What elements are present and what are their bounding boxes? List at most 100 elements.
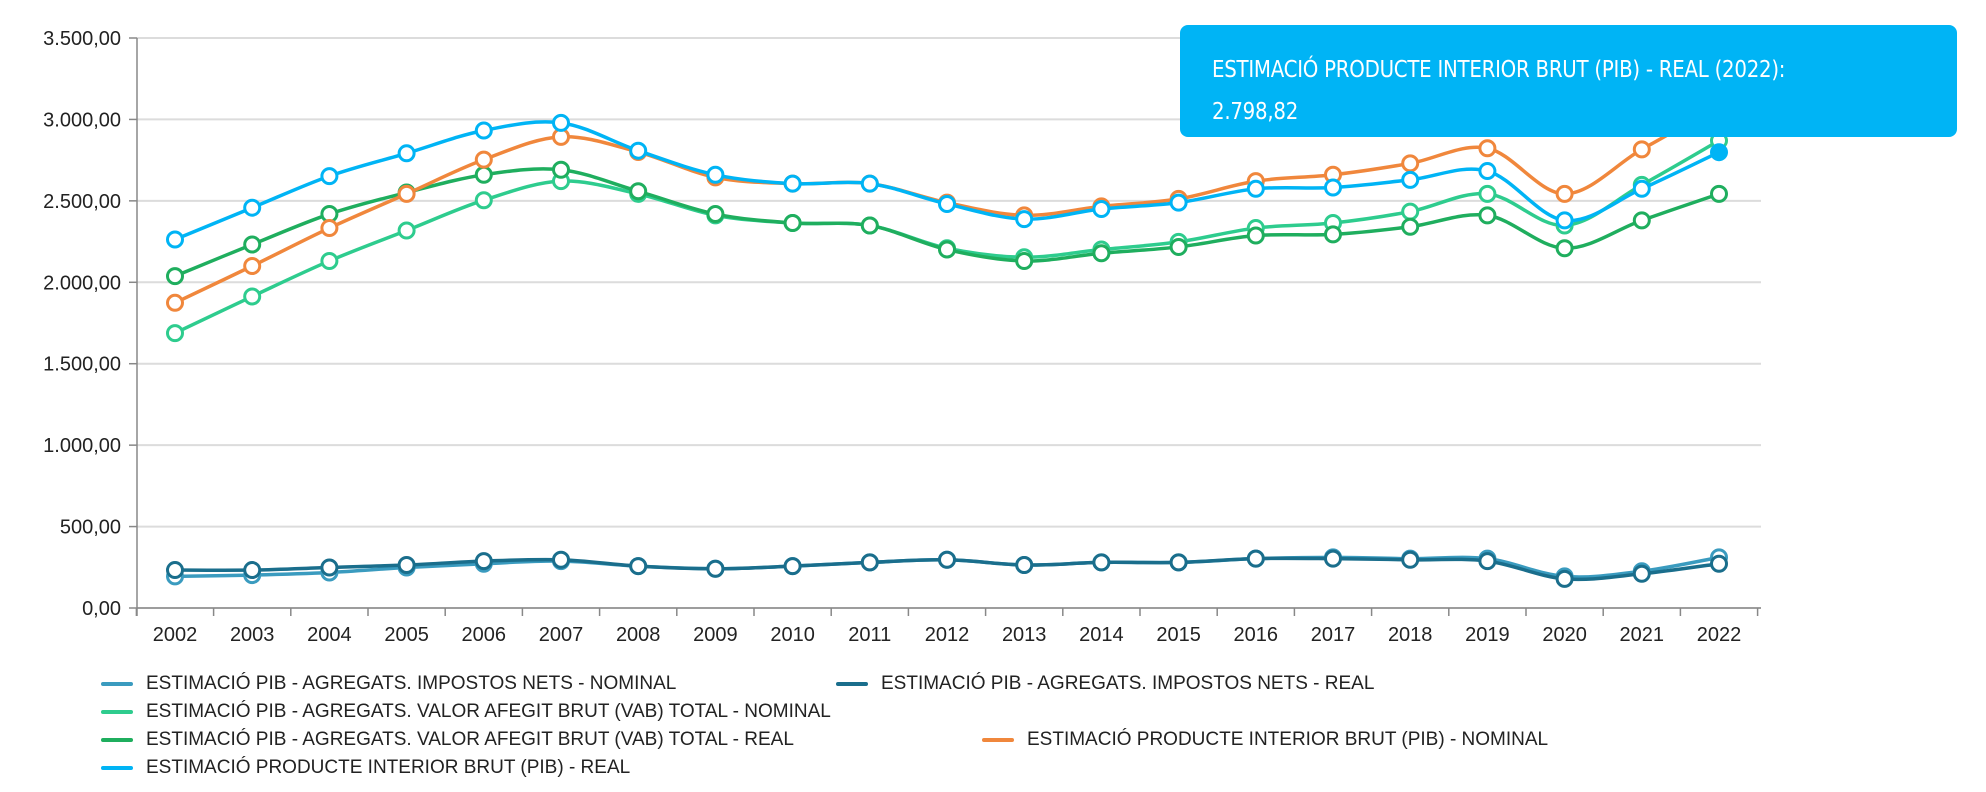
x-tick-label: 2010 [770, 624, 815, 646]
data-point [706, 165, 725, 184]
data-point [706, 559, 725, 578]
x-tick-label: 2016 [1234, 624, 1279, 646]
y-tick-label: 3.000,00 [43, 109, 121, 131]
legend-swatch [836, 682, 868, 686]
data-point [1169, 237, 1188, 256]
x-tick-label: 2017 [1311, 624, 1356, 646]
y-tick-label: 500,00 [60, 517, 121, 539]
legend-swatch [101, 766, 133, 770]
x-tick-label: 2005 [384, 624, 429, 646]
data-point [860, 216, 879, 235]
data-point [1555, 211, 1574, 230]
data-point [938, 550, 956, 569]
data-point [1246, 179, 1265, 198]
y-tick-label: 2.000,00 [43, 272, 121, 294]
data-point [938, 240, 956, 259]
tooltip: ESTIMACIÓ PRODUCTE INTERIOR BRUT (PIB) -… [1180, 25, 1957, 137]
legend-label: ESTIMACIÓ PRODUCTE INTERIOR BRUT (PIB) -… [1027, 729, 1549, 750]
x-tick-label: 2022 [1697, 624, 1742, 646]
data-point [629, 182, 648, 201]
data-point [1401, 170, 1420, 189]
tooltip-label: ESTIMACIÓ PRODUCTE INTERIOR BRUT (PIB) -… [1212, 57, 1786, 83]
data-point [860, 174, 879, 193]
data-point [1092, 244, 1111, 263]
data-point [1555, 569, 1574, 588]
x-tick-label: 2004 [307, 624, 352, 646]
data-point [1169, 553, 1188, 572]
x-tick-label: 2019 [1465, 624, 1510, 646]
data-point [1555, 239, 1574, 258]
data-point [1710, 554, 1728, 573]
legend-item[interactable]: ESTIMACIÓ PIB - AGREGATS. IMPOSTOS NETS … [836, 673, 1374, 695]
data-point [320, 558, 339, 577]
data-point [1478, 139, 1497, 158]
data-point [166, 293, 184, 312]
data-point [629, 141, 648, 160]
x-tick-label: 2021 [1620, 624, 1665, 646]
data-point [1632, 140, 1651, 159]
legend-item[interactable]: ESTIMACIÓ PIB - AGREGATS. VALOR AFEGIT B… [101, 701, 831, 723]
data-point [474, 121, 493, 140]
data-point [1092, 553, 1111, 572]
data-point [474, 150, 493, 169]
legend-item[interactable]: ESTIMACIÓ PIB - AGREGATS. VALOR AFEGIT B… [101, 729, 794, 751]
legend-swatch [101, 710, 133, 714]
x-tick-label: 2007 [539, 624, 584, 646]
x-tick-label: 2011 [848, 624, 891, 646]
data-point [629, 557, 648, 576]
data-point [320, 167, 339, 186]
data-point [474, 552, 493, 571]
highlighted-point [1710, 143, 1728, 162]
data-point [1478, 552, 1497, 571]
data-point [1401, 550, 1420, 569]
data-point [783, 174, 802, 193]
data-point [1246, 549, 1265, 568]
data-point [552, 160, 570, 179]
tooltip-value: 2.798,82 [1212, 99, 1299, 125]
data-point [552, 113, 570, 132]
data-point [1632, 564, 1651, 583]
legend-swatch [982, 738, 1014, 742]
legend-item[interactable]: ESTIMACIÓ PRODUCTE INTERIOR BRUT (PIB) -… [982, 729, 1548, 751]
data-point [397, 144, 416, 163]
legend-item[interactable]: ESTIMACIÓ PIB - AGREGATS. IMPOSTOS NETS … [101, 673, 676, 695]
legend-label: ESTIMACIÓ PRODUCTE INTERIOR BRUT (PIB) -… [146, 757, 631, 778]
data-point [397, 184, 416, 203]
data-point [1555, 184, 1574, 203]
data-point [1478, 206, 1497, 225]
data-point [397, 221, 416, 240]
y-tick-label: 1.000,00 [43, 435, 121, 457]
x-tick-label: 2018 [1388, 624, 1433, 646]
data-point [320, 219, 339, 238]
data-point [243, 257, 262, 275]
data-point [166, 267, 184, 286]
data-point [1092, 200, 1111, 218]
data-point [166, 561, 184, 580]
y-tick-label: 1.500,00 [43, 354, 121, 376]
data-point [1710, 184, 1728, 203]
data-point [474, 165, 493, 184]
y-tick-label: 3.500,00 [43, 28, 121, 50]
data-point [243, 235, 262, 254]
legend-label: ESTIMACIÓ PIB - AGREGATS. IMPOSTOS NETS … [146, 673, 677, 694]
data-point [243, 198, 262, 217]
y-tick-label: 2.500,00 [43, 191, 121, 213]
legend-item[interactable]: ESTIMACIÓ PRODUCTE INTERIOR BRUT (PIB) -… [101, 757, 630, 779]
x-tick-label: 2012 [925, 624, 970, 646]
x-tick-label: 2003 [230, 624, 275, 646]
x-tick-label: 2013 [1002, 624, 1047, 646]
x-tick-label: 2020 [1542, 624, 1587, 646]
data-point [1401, 217, 1420, 236]
x-tick-label: 2015 [1156, 624, 1201, 646]
data-point [1015, 556, 1034, 575]
data-point [320, 251, 339, 270]
data-point [938, 194, 956, 213]
data-point [1401, 202, 1420, 221]
data-point [1632, 179, 1651, 198]
data-point [1015, 251, 1034, 270]
data-point [860, 553, 879, 572]
data-point [1015, 210, 1034, 229]
data-point [1324, 225, 1342, 244]
legend-swatch [101, 738, 133, 742]
data-point [1478, 162, 1497, 181]
